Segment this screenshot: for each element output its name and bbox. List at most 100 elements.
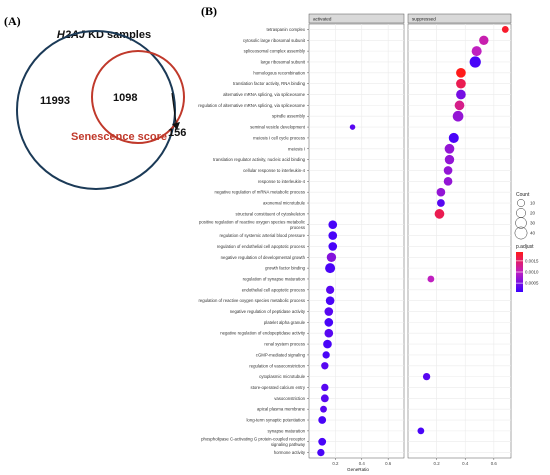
go-term-label: renal system process xyxy=(264,342,305,347)
go-term-label: phospholipase C-activating G protein-cou… xyxy=(201,437,306,447)
go-term-label: regulation of endothelial cell apoptotic… xyxy=(217,244,305,249)
go-term-label: cellular response to interleukin-4 xyxy=(243,168,305,173)
go-term-label: translation regulator activity, nucleic … xyxy=(213,157,305,162)
count-legend-circle xyxy=(514,226,528,240)
dot-point xyxy=(471,46,482,57)
outside-arrow xyxy=(171,92,177,124)
count-legend-label: 10 xyxy=(530,201,536,206)
arrow-head-icon xyxy=(172,122,180,130)
go-term-label: negative regulation of developmental gro… xyxy=(221,255,306,260)
colorbar-tick-label: 0.0015 xyxy=(525,258,539,263)
x-tick-label: 0.4 xyxy=(359,461,366,466)
dot-point xyxy=(456,78,466,89)
facet-label-suppressed: suppressed xyxy=(412,17,436,22)
dot-point xyxy=(325,285,335,294)
dot-point xyxy=(320,405,327,413)
go-term-label: regulation of reactive oxygen species me… xyxy=(198,298,305,303)
dot-point xyxy=(325,296,335,305)
go-term-label: axonemal microtubule xyxy=(263,201,306,206)
kd-samples-circle xyxy=(16,30,176,190)
dot-point xyxy=(436,187,446,197)
dot-point xyxy=(422,372,431,381)
dot-point xyxy=(479,35,489,45)
go-term-label: negative regulation of peptidase activit… xyxy=(230,309,306,314)
dot-point xyxy=(444,143,455,154)
go-term-label: regulation of synapse maturation xyxy=(243,276,306,281)
go-term-label: regulation of systemic arterial blood pr… xyxy=(219,233,305,238)
count-legend-circle xyxy=(515,217,527,229)
dot-point xyxy=(417,427,425,435)
dot-point xyxy=(427,275,435,283)
go-term-label: meiosis I xyxy=(288,146,305,151)
go-term-label: vasoconstriction xyxy=(274,396,305,401)
facet-panel-activated xyxy=(308,23,405,459)
go-term-label: synapse maturation xyxy=(268,428,306,433)
go-term-label: positive regulation of reactive oxygen s… xyxy=(199,220,306,230)
dot-point xyxy=(328,242,338,251)
dot-point xyxy=(324,318,334,327)
go-term-label: apical plasma membrane xyxy=(257,407,306,412)
dot-point xyxy=(317,448,325,457)
dot-point xyxy=(443,166,453,175)
count-legend-label: 30 xyxy=(530,221,536,226)
go-term-label: negative regulation of mRNA metabolic pr… xyxy=(214,190,305,195)
dot-point xyxy=(320,394,329,403)
dot-point xyxy=(456,67,466,78)
go-term-label: structural constituent of cytoskeleton xyxy=(235,211,305,216)
count-legend-circle xyxy=(517,199,525,207)
x-tick-label: 0.4 xyxy=(462,461,469,466)
dot-point xyxy=(434,209,445,219)
facet-label-activated: activated xyxy=(313,17,332,22)
senescence-circle xyxy=(91,50,185,144)
dot-point xyxy=(452,110,464,122)
facet-panel-suppressed xyxy=(407,23,512,459)
dot-point xyxy=(349,124,356,130)
go-term-label: growth factor binding xyxy=(265,266,305,271)
go-term-label: hormone activity xyxy=(274,450,306,455)
colorbar-tick-label: 0.0010 xyxy=(525,270,539,275)
go-term-label: cGMP-mediated signaling xyxy=(256,352,306,357)
x-axis-title: GeneRatio xyxy=(347,467,369,472)
go-term-label: meiosis I cell cycle process xyxy=(253,135,305,140)
x-tick-label: 0.2 xyxy=(332,461,339,466)
go-term-label: tetraspanin complex xyxy=(267,27,306,32)
senescence-score-label: Senescence score xyxy=(71,131,167,143)
padjust-legend-title: p.adjust xyxy=(516,244,534,250)
dot-point xyxy=(324,328,334,338)
dot-point xyxy=(324,307,334,316)
dot-point xyxy=(437,199,445,207)
dot-point xyxy=(501,26,509,33)
x-tick-label: 0.6 xyxy=(385,461,392,466)
outer-count: 11993 xyxy=(40,95,70,107)
go-term-label: negative regulation of endopeptidase act… xyxy=(220,331,306,336)
go-term-label: seminal vesicle development xyxy=(250,125,306,130)
go-term-label: large ribosomal subunit xyxy=(261,59,306,64)
colorbar-tick-label: 0.0005 xyxy=(525,281,539,286)
go-term-label: cytoplasmic microtubule xyxy=(259,374,305,379)
dot-point xyxy=(321,383,329,392)
dot-point xyxy=(469,56,481,68)
go-term-label: cytosolic large ribosomal subunit xyxy=(243,38,306,43)
dot-point xyxy=(444,154,455,165)
dot-point xyxy=(325,263,336,274)
facet-strip-activated xyxy=(308,13,405,24)
go-term-label: homologous recombination xyxy=(253,70,305,75)
dot-point xyxy=(443,177,453,186)
go-term-label: regulation of vasoconstriction xyxy=(249,363,305,368)
dot-point xyxy=(448,132,459,143)
panel-b-label: (B) xyxy=(201,4,217,18)
facet-strip-suppressed xyxy=(407,13,512,24)
dot-point xyxy=(326,252,337,262)
count-legend-circle xyxy=(516,208,526,218)
count-legend-label: 20 xyxy=(530,211,536,216)
go-term-label: spliceosomal complex assembly xyxy=(244,49,306,54)
panel-a-label: (A) xyxy=(4,14,21,28)
dot-point xyxy=(318,416,327,424)
venn-diagram: H2AJ KD samples 11993 1098 Senescence sc… xyxy=(16,29,186,190)
dot-point xyxy=(323,339,332,349)
x-tick-label: 0.6 xyxy=(491,461,498,466)
count-legend-title: Count xyxy=(516,192,530,198)
dot-point xyxy=(322,351,330,359)
dot-point xyxy=(328,220,338,230)
